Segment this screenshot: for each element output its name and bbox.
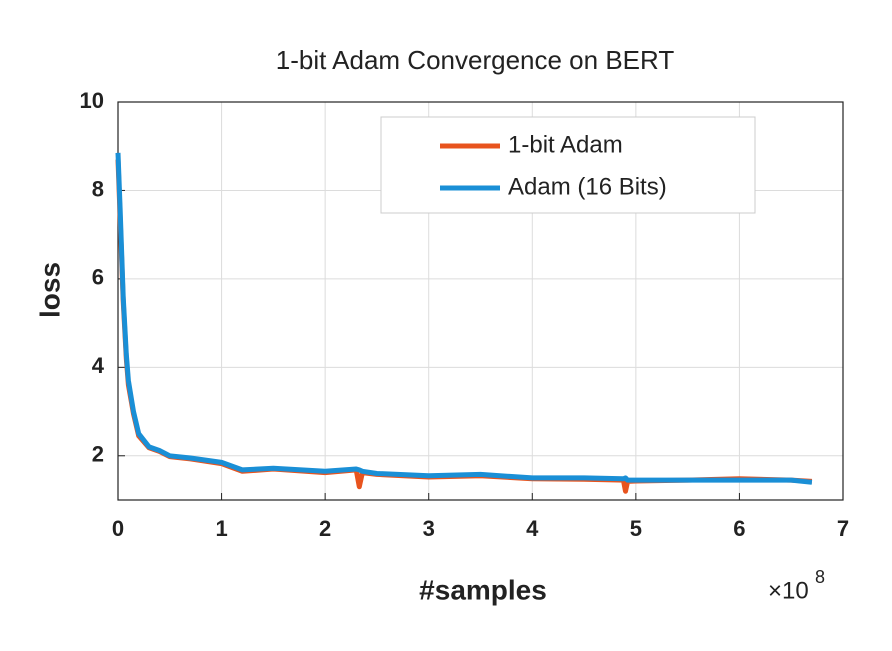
legend-label: 1-bit Adam <box>508 131 623 158</box>
y-tick-label: 10 <box>80 88 104 113</box>
series-line <box>115 152 813 485</box>
x-tick-label: 6 <box>733 516 745 541</box>
y-tick-label: 2 <box>92 442 104 467</box>
x-axis-label: #samples <box>419 574 547 605</box>
y-tick-label: 4 <box>92 353 105 378</box>
chart-title: 1-bit Adam Convergence on BERT <box>276 45 675 75</box>
x-tick-label: 5 <box>630 516 642 541</box>
x-tick-label: 0 <box>112 516 124 541</box>
plot-frame <box>117 101 844 501</box>
legend-box <box>380 116 756 214</box>
legend-label: Adam (16 Bits) <box>508 173 667 200</box>
x-multiplier: ×10 <box>768 577 809 604</box>
x-multiplier-exponent: 8 <box>815 567 825 587</box>
x-tick-label: 4 <box>526 516 539 541</box>
x-tick-label: 7 <box>837 516 849 541</box>
x-tick-label: 3 <box>423 516 435 541</box>
y-axis-label: loss <box>34 262 65 318</box>
x-tick-label: 1 <box>215 516 227 541</box>
x-tick-label: 2 <box>319 516 331 541</box>
y-tick-label: 6 <box>92 265 104 290</box>
y-tick-label: 8 <box>92 176 104 201</box>
